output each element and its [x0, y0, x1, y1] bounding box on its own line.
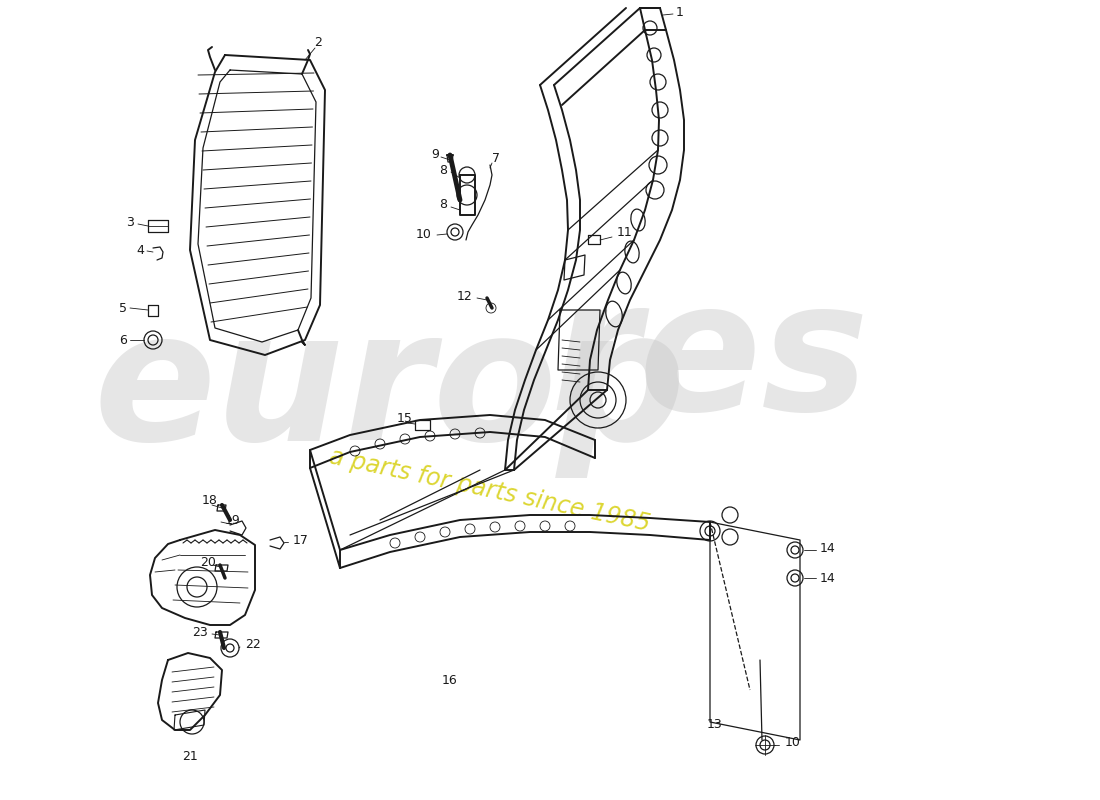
Text: 12: 12 [456, 290, 472, 302]
Text: res: res [551, 272, 869, 448]
Text: 17: 17 [293, 534, 309, 546]
Text: 10: 10 [785, 737, 801, 750]
Text: 21: 21 [183, 750, 198, 763]
Text: 13: 13 [707, 718, 723, 730]
Text: 6: 6 [119, 334, 126, 346]
Text: 2: 2 [315, 35, 322, 49]
Text: europ: europ [94, 302, 686, 478]
Text: 14: 14 [820, 571, 836, 585]
Text: 15: 15 [397, 411, 412, 425]
Text: 18: 18 [202, 494, 218, 506]
Text: 4: 4 [136, 243, 144, 257]
Text: 23: 23 [192, 626, 208, 639]
Text: a parts for parts since 1985: a parts for parts since 1985 [328, 444, 652, 536]
Text: 10: 10 [416, 229, 432, 242]
Text: 16: 16 [442, 674, 458, 686]
Text: 8: 8 [439, 163, 447, 177]
Text: 8: 8 [439, 198, 447, 211]
Text: 19: 19 [226, 514, 241, 526]
Text: 5: 5 [119, 302, 126, 314]
Text: 7: 7 [492, 151, 500, 165]
Text: 11: 11 [617, 226, 632, 238]
Text: 20: 20 [200, 555, 216, 569]
Text: 9: 9 [431, 149, 439, 162]
Text: 14: 14 [820, 542, 836, 554]
Text: 3: 3 [126, 215, 134, 229]
Text: 22: 22 [245, 638, 261, 651]
Text: 1: 1 [676, 6, 684, 18]
